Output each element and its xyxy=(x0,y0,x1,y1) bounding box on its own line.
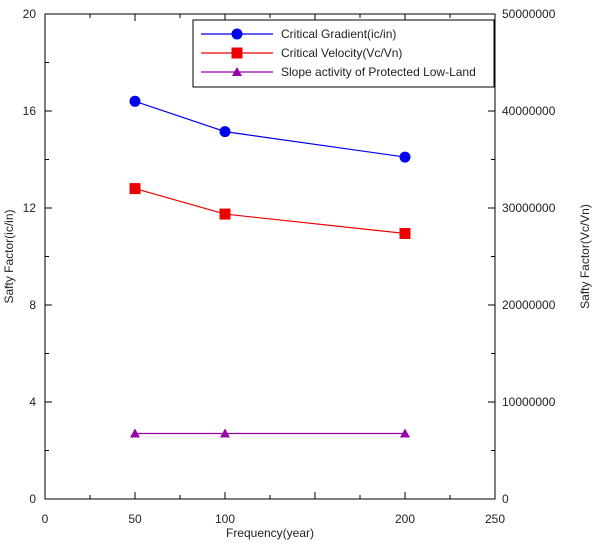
legend-entry: Critical Velocity(Vc/Vn) xyxy=(281,46,402,60)
right-y-axis-title: Safty Factor(Vc/Vn) xyxy=(578,204,592,309)
data-point-triangle xyxy=(130,428,140,438)
right-y-tick-label: 10000000 xyxy=(502,395,556,409)
left-y-tick-label: 4 xyxy=(29,395,36,409)
data-point-square xyxy=(219,208,231,220)
x-tick-label: 0 xyxy=(42,512,49,526)
series-layer xyxy=(129,95,411,438)
left-y-tick-label: 8 xyxy=(29,298,36,312)
data-point-triangle xyxy=(400,428,410,438)
data-point-triangle xyxy=(220,428,230,438)
left-y-tick-label: 20 xyxy=(23,7,37,21)
data-point-circle xyxy=(231,28,243,40)
series-line xyxy=(134,188,406,235)
data-point-square xyxy=(129,183,141,195)
x-tick-label: 200 xyxy=(395,512,415,526)
left-y-axis-ticks: 0 4 8 12 16 20 xyxy=(23,7,52,506)
right-y-tick-label: 40000000 xyxy=(502,104,556,118)
left-y-tick-label: 16 xyxy=(23,104,37,118)
left-y-tick-label: 12 xyxy=(23,201,37,215)
left-y-tick-label: 0 xyxy=(29,492,36,506)
data-point-square xyxy=(231,47,243,59)
x-tick-label: 250 xyxy=(485,512,505,526)
data-point-triangle xyxy=(232,67,242,76)
right-y-tick-label: 20000000 xyxy=(502,298,556,312)
right-y-tick-label: 0 xyxy=(502,492,509,506)
x-tick-label: 50 xyxy=(128,512,142,526)
legend-entry: Critical Gradient(ic/in) xyxy=(281,27,396,41)
right-y-axis-ticks: 0 10000000 20000000 30000000 40000000 5000000… xyxy=(488,7,556,506)
data-point-circle xyxy=(399,151,411,163)
x-axis-title: Frequency(year) xyxy=(226,526,314,540)
right-y-tick-label: 30000000 xyxy=(502,201,556,215)
legend: Critical Gradient(ic/in) Critical Velocit… xyxy=(192,19,495,88)
right-y-tick-label: 50000000 xyxy=(502,7,556,21)
x-axis-ticks: 0 50 100 200 250 xyxy=(42,14,505,526)
data-point-circle xyxy=(219,126,231,138)
series-line xyxy=(134,100,406,158)
left-y-axis-title: Safty Factor(ic/in) xyxy=(2,209,16,303)
x-tick-label: 100 xyxy=(215,512,235,526)
data-point-square xyxy=(399,227,411,239)
data-point-circle xyxy=(129,95,141,107)
legend-entry: Slope activity of Protected Low-Land xyxy=(281,65,476,79)
